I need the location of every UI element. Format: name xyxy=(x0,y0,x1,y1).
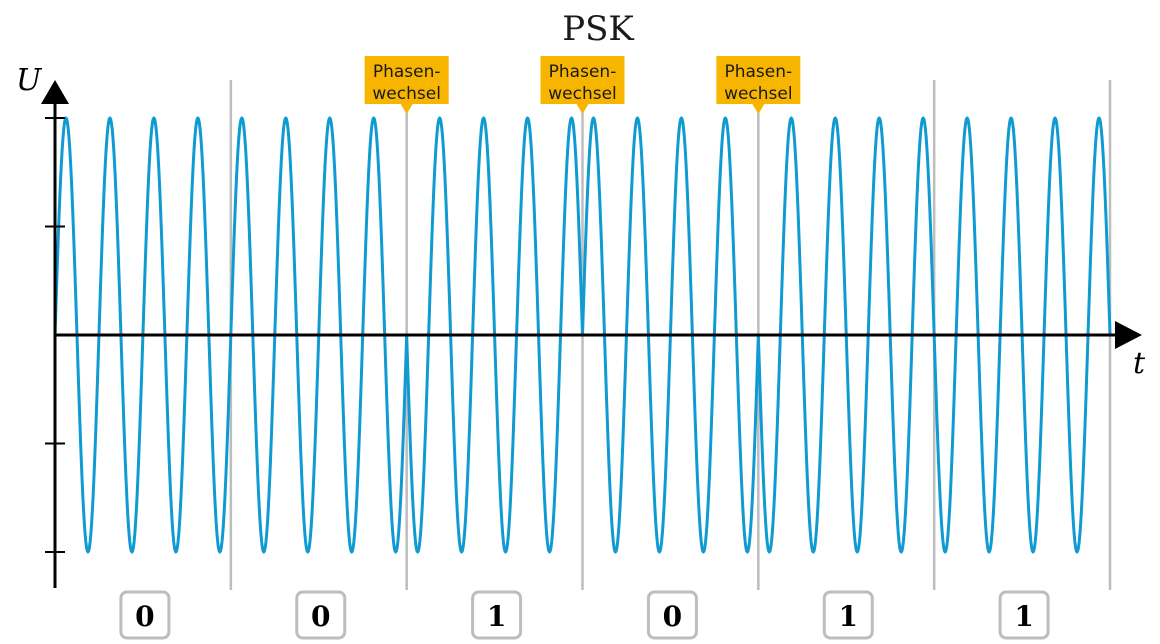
bit-label-box xyxy=(295,590,347,640)
bit-label-box xyxy=(646,590,698,640)
phase-annotation-line2: wechsel xyxy=(372,84,441,104)
bit-label: 0 xyxy=(311,600,330,633)
phase-annotation-line1: Phasen- xyxy=(373,62,441,82)
phase-annotation-line1: Phasen- xyxy=(724,62,792,82)
phase-annotation-line1: Phasen- xyxy=(549,62,617,82)
phase-annotations: Phasen-wechselPhasen-wechselPhasen-wechs… xyxy=(364,56,801,114)
x-axis-arrow-icon xyxy=(1115,321,1142,349)
phase-annotation-pointer-icon xyxy=(576,104,589,114)
bit-label-box xyxy=(119,590,171,640)
bit-label-box xyxy=(822,590,874,640)
phase-annotation-line2: wechsel xyxy=(548,84,617,104)
bit-label: 0 xyxy=(663,600,682,633)
phase-annotation-pointer-icon xyxy=(752,104,765,114)
bit-label: 1 xyxy=(839,600,858,633)
bit-label: 0 xyxy=(135,600,154,633)
phase-annotation-pointer-icon xyxy=(400,104,413,114)
bit-label: 1 xyxy=(487,600,506,633)
bit-labels: 0 0 1 0 1 1 xyxy=(119,590,1050,640)
bit-label: 1 xyxy=(1014,600,1033,633)
phase-annotation-box xyxy=(364,56,449,104)
chart-title: PSK xyxy=(562,9,634,49)
bit-label-box xyxy=(998,590,1050,640)
axes: U t xyxy=(16,63,1146,588)
y-axis-label: U xyxy=(16,63,43,98)
phase-annotation-line2: wechsel xyxy=(724,84,793,104)
bit-label-box xyxy=(471,590,523,640)
y-axis-arrow-icon xyxy=(41,80,69,104)
phase-annotation-box xyxy=(716,56,801,104)
y-ticks xyxy=(45,117,65,553)
phase-annotation-box xyxy=(540,56,625,104)
x-axis-label: t xyxy=(1133,346,1146,381)
